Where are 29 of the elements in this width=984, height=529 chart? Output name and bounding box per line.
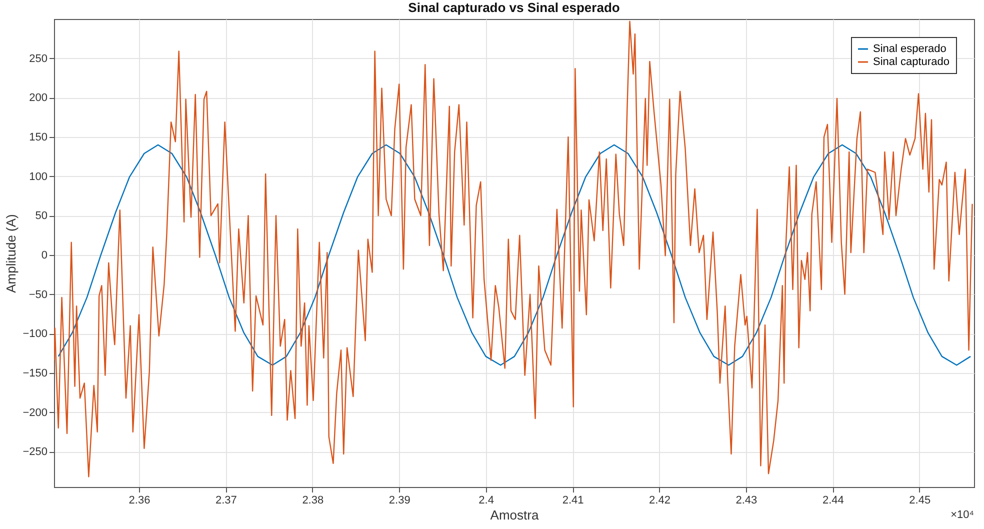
line-series (58, 144, 972, 366)
y-tick-label: 250 (29, 52, 48, 65)
y-tick-label: 150 (29, 131, 48, 144)
x-axis-title: Amostra (490, 508, 540, 522)
x-tick-label: 2.41 (562, 494, 584, 506)
x-tick-label: 2.37 (215, 494, 237, 506)
y-tick-label: 100 (29, 170, 48, 183)
y-tick-label: −50 (28, 288, 48, 301)
legend-label: Sinal esperado (873, 43, 946, 55)
y-tick-label: 50 (35, 210, 48, 222)
y-tick-label: −250 (22, 446, 48, 458)
legend-label: Sinal capturado (873, 56, 950, 68)
x-tick-label: 2.45 (909, 494, 931, 506)
y-tick-label: 0 (41, 249, 48, 262)
y-tick-label: −200 (22, 406, 48, 419)
y-tick-label: 200 (29, 92, 48, 104)
x-tick-label: 2.39 (388, 494, 410, 506)
x-tick-label: 2.43 (736, 494, 758, 506)
y-axis-title: Amplitude (A) (4, 214, 19, 293)
y-tick-label: −150 (22, 367, 48, 380)
y-tick-label: −100 (22, 328, 48, 340)
x-tick-label: 2.4 (478, 494, 494, 506)
x-tick-label: 2.36 (128, 494, 150, 506)
chart-title: Sinal capturado vs Sinal esperado (408, 0, 620, 15)
line-series (54, 20, 973, 478)
x-tick-label: 2.44 (822, 494, 844, 506)
text: ×10⁴ (950, 509, 974, 521)
x-tick-label: 2.42 (649, 494, 670, 506)
x-tick-label: 2.38 (302, 494, 324, 506)
